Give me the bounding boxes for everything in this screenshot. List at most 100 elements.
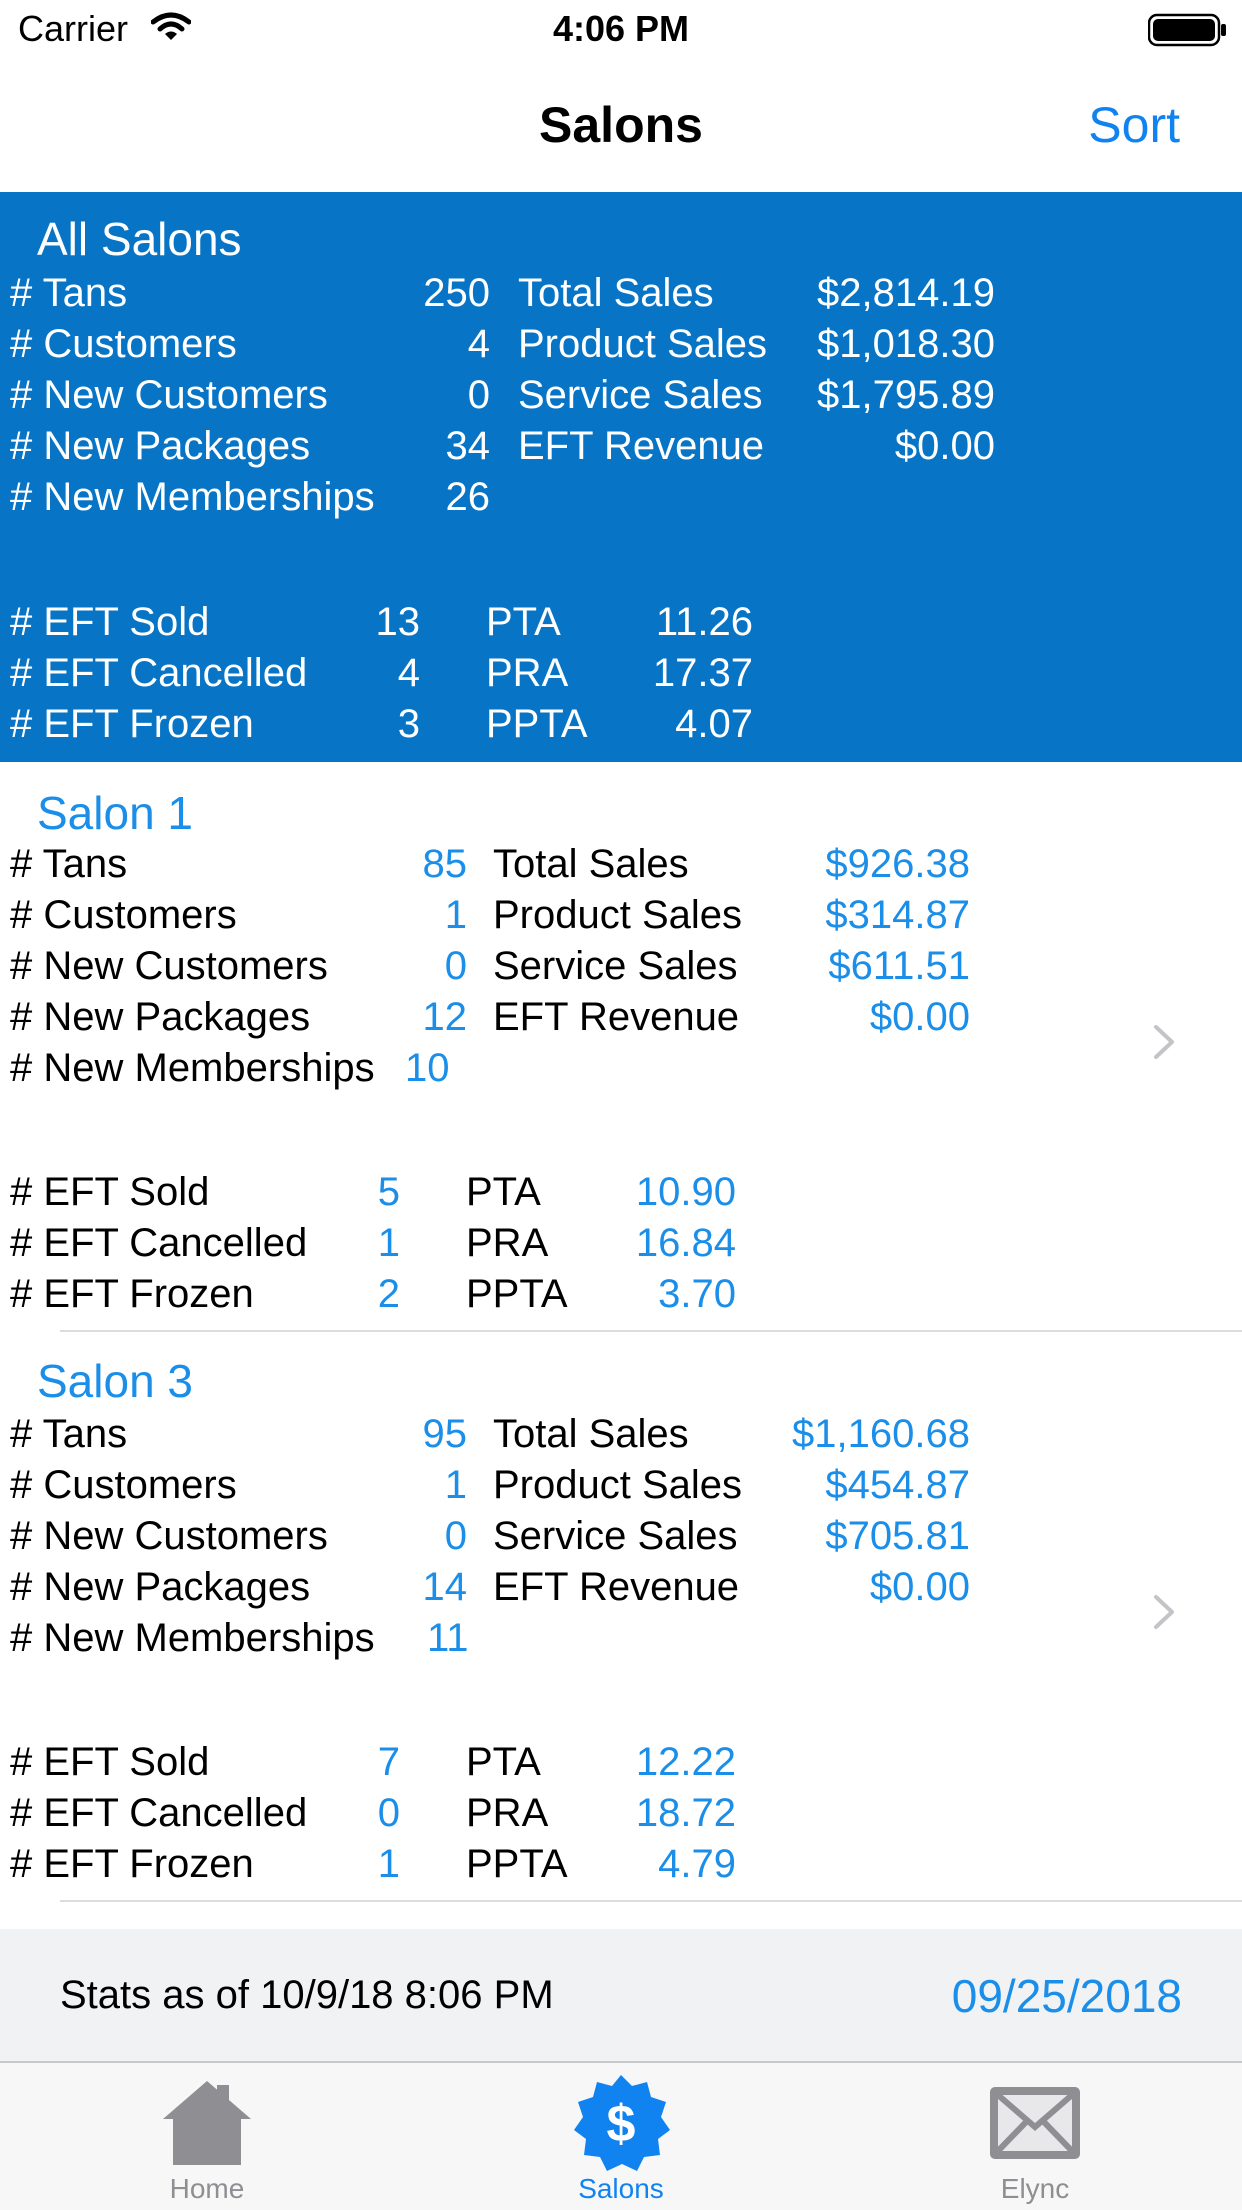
pta-label: PTA [466, 1740, 541, 1784]
product-sales-value: $1,018.30 [817, 322, 995, 366]
pta-value: 12.22 [635, 1740, 736, 1784]
eft-frozen-value: 1 [377, 1842, 400, 1886]
tans-label: # Tans [10, 1412, 128, 1456]
eft-sold-label: # EFT Sold [10, 1740, 210, 1784]
customers-label: # Customers [10, 893, 237, 937]
pra-value: 17.37 [652, 651, 753, 695]
total-sales-value: $1,160.68 [792, 1412, 970, 1456]
customers-value: 4 [467, 322, 490, 366]
eft-revenue-label: EFT Revenue [493, 995, 740, 1039]
tans-label: # Tans [10, 271, 128, 315]
pra-label: PRA [466, 1791, 549, 1835]
eft-cancelled-value: 0 [377, 1791, 400, 1835]
new-memberships-label: # New Memberships [10, 1046, 375, 1090]
salon-title: Salon 3 [37, 1355, 194, 1407]
new-memberships-value: 26 [445, 475, 491, 519]
envelope-icon [990, 2087, 1080, 2159]
ppta-label: PPTA [486, 702, 588, 746]
service-sales-label: Service Sales [518, 373, 763, 417]
eft-frozen-label: # EFT Frozen [10, 1842, 254, 1886]
service-sales-value: $611.51 [828, 944, 970, 988]
eft-revenue-label: EFT Revenue [493, 1565, 740, 1609]
salon-row-salon-1[interactable]: Salon 1 # Tans 85 # Customers 1 # New Cu… [0, 762, 1242, 1332]
eft-cancelled-value: 4 [397, 651, 420, 695]
service-sales-value: $705.81 [825, 1514, 970, 1558]
new-packages-value: 12 [422, 995, 468, 1039]
new-customers-label: # New Customers [10, 373, 328, 417]
summary-title: All Salons [37, 213, 242, 265]
ppta-label: PPTA [466, 1842, 568, 1886]
customers-value: 1 [444, 893, 467, 937]
salon-row-salon-3[interactable]: Salon 3 # Tans 95 # Customers 1 # New Cu… [0, 1332, 1242, 1902]
tab-elync[interactable]: Elync [828, 2063, 1242, 2210]
customers-label: # Customers [10, 322, 237, 366]
tab-salons[interactable]: $ Salons [414, 2063, 828, 2210]
new-packages-label: # New Packages [10, 995, 311, 1039]
customers-value: 1 [444, 1463, 467, 1507]
eft-revenue-value: $0.00 [869, 1565, 970, 1609]
eft-sold-value: 7 [377, 1740, 400, 1784]
date-picker-button[interactable]: 09/25/2018 [951, 1970, 1182, 2022]
eft-sold-label: # EFT Sold [10, 600, 210, 644]
eft-sold-value: 13 [375, 600, 421, 644]
all-salons-summary[interactable]: All Salons # Tans 250 # Customers 4 # Ne… [0, 192, 1242, 762]
total-sales-value: $2,814.19 [817, 271, 995, 315]
pta-value: 11.26 [655, 600, 753, 644]
product-sales-value: $454.87 [825, 1463, 970, 1507]
total-sales-label: Total Sales [493, 1412, 689, 1456]
battery-icon [1148, 13, 1226, 47]
ppta-label: PPTA [466, 1272, 568, 1316]
tab-home[interactable]: Home [0, 2063, 414, 2210]
eft-frozen-value: 2 [377, 1272, 400, 1316]
new-memberships-value: 10 [405, 1046, 450, 1090]
eft-revenue-value: $0.00 [894, 424, 995, 468]
carrier-label: Carrier [18, 8, 129, 49]
tab-label: Salons [578, 2173, 664, 2204]
tans-label: # Tans [10, 842, 128, 886]
sort-button[interactable]: Sort [1088, 97, 1180, 153]
wifi-icon [151, 12, 191, 40]
page-title: Salons [539, 97, 703, 153]
tans-value: 95 [422, 1412, 468, 1456]
total-sales-value: $926.38 [825, 842, 970, 886]
pta-label: PTA [466, 1170, 541, 1214]
eft-cancelled-label: # EFT Cancelled [10, 1791, 308, 1835]
new-customers-label: # New Customers [10, 1514, 328, 1558]
chevron-right-icon [1154, 1595, 1174, 1629]
stats-footer: Stats as of 10/9/18 8:06 PM 09/25/2018 [0, 1929, 1242, 2061]
row-divider [60, 1330, 1242, 1332]
svg-text:$: $ [607, 2095, 636, 2153]
ppta-value: 4.07 [675, 702, 753, 746]
status-bar: Carrier 4:06 PM [0, 0, 1242, 62]
customers-label: # Customers [10, 1463, 237, 1507]
stats-timestamp: Stats as of 10/9/18 8:06 PM [60, 1973, 554, 2017]
new-customers-value: 0 [444, 1514, 467, 1558]
new-packages-label: # New Packages [10, 424, 311, 468]
eft-sold-value: 5 [377, 1170, 400, 1214]
ppta-value: 4.79 [658, 1842, 736, 1886]
new-packages-value: 34 [445, 424, 491, 468]
navigation-bar: Salons Sort [0, 62, 1242, 192]
new-customers-label: # New Customers [10, 944, 328, 988]
tans-value: 250 [423, 271, 490, 315]
service-sales-label: Service Sales [493, 944, 738, 988]
eft-revenue-value: $0.00 [869, 995, 970, 1039]
eft-frozen-label: # EFT Frozen [10, 1272, 254, 1316]
new-packages-value: 14 [422, 1565, 468, 1609]
dollar-badge-icon: $ [574, 2075, 670, 2171]
new-customers-value: 0 [444, 944, 467, 988]
product-sales-label: Product Sales [518, 322, 768, 366]
new-memberships-label: # New Memberships [10, 1616, 375, 1660]
new-packages-label: # New Packages [10, 1565, 311, 1609]
eft-frozen-label: # EFT Frozen [10, 702, 254, 746]
new-memberships-label: # New Memberships [10, 475, 375, 519]
row-divider [60, 1900, 1242, 1902]
new-customers-value: 0 [467, 373, 490, 417]
product-sales-label: Product Sales [493, 893, 743, 937]
eft-sold-label: # EFT Sold [10, 1170, 210, 1214]
service-sales-value: $1,795.89 [817, 373, 995, 417]
pra-value: 16.84 [635, 1221, 736, 1265]
pra-label: PRA [466, 1221, 549, 1265]
product-sales-label: Product Sales [493, 1463, 743, 1507]
chevron-right-icon [1154, 1025, 1174, 1059]
